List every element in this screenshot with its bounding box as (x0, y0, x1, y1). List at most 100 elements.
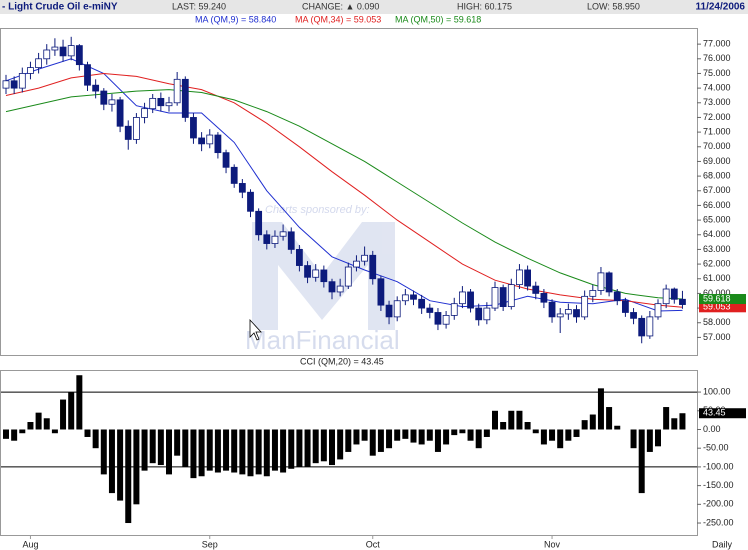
bar (443, 429, 450, 445)
bar (557, 429, 564, 449)
low: LOW: 58.950 (587, 1, 640, 11)
ma-legend: MA (QM,50) = 59.618 (395, 14, 481, 24)
y-tick-label: 57.000 (703, 332, 731, 342)
candle-body (646, 316, 654, 337)
candle-body (100, 90, 108, 105)
bar (614, 425, 621, 430)
bar (76, 375, 83, 430)
candle-body (483, 307, 491, 321)
ma-legend: MA (QM,9) = 58.840 (195, 14, 276, 24)
bar (638, 429, 645, 494)
bar (589, 414, 596, 430)
bar (345, 429, 352, 452)
end-label-box (699, 302, 746, 313)
candle-body (401, 294, 409, 302)
bar (247, 429, 254, 477)
bar (19, 429, 26, 434)
candle-body (67, 45, 75, 57)
candle-body (271, 235, 279, 244)
candle-body (255, 210, 263, 236)
y-tick-label: 65.000 (703, 214, 731, 224)
candle-body (385, 304, 393, 318)
candle-body (589, 290, 597, 297)
bar (646, 429, 653, 452)
bar (329, 429, 335, 466)
candle-body (75, 45, 83, 66)
y-tick-label: -200.00 (703, 499, 734, 509)
candle-body (18, 73, 26, 89)
y-tick-label: 76.000 (703, 53, 731, 63)
symbol: - Light Crude Oil e-miNY (2, 2, 118, 13)
bar (206, 429, 213, 471)
bar (198, 429, 205, 477)
candle-body (247, 191, 254, 212)
candle-body (605, 272, 613, 293)
candle-body (116, 99, 124, 127)
y-tick-label: 64.000 (703, 229, 731, 239)
y-tick-label: 74.000 (703, 82, 731, 92)
y-tick-label: 58.000 (703, 317, 731, 327)
bar (679, 413, 686, 430)
bar (35, 412, 42, 430)
y-tick-label: 67.000 (703, 185, 731, 195)
bar (394, 429, 401, 441)
bar (426, 429, 433, 441)
bar (117, 429, 124, 501)
candle-body (630, 312, 637, 319)
bar (418, 429, 425, 445)
y-tick-label: 61.000 (703, 273, 731, 283)
candle-body (10, 80, 18, 89)
bar (223, 429, 230, 471)
bar (483, 429, 490, 437)
candle-body (361, 254, 369, 262)
candle-body (581, 295, 589, 318)
header-bar (0, 0, 748, 14)
candle-body (377, 278, 385, 306)
candle-body (108, 99, 116, 105)
y-tick-label: 0.00 (703, 424, 721, 434)
bar (337, 429, 344, 460)
candle-body (670, 288, 678, 300)
bar (125, 429, 132, 524)
watermark-brand: ManFinancial (245, 325, 400, 355)
bar (174, 429, 181, 456)
y-tick-label: 100.00 (703, 386, 731, 396)
bar (68, 392, 75, 430)
bar (410, 429, 417, 443)
candle-body (181, 78, 189, 118)
candle-body (59, 46, 67, 57)
candle-body (198, 137, 206, 145)
bar (280, 429, 287, 473)
candle-body (2, 80, 10, 89)
y-tick-label: -150.00 (703, 480, 734, 490)
candle-body (320, 269, 328, 283)
bar (231, 429, 238, 473)
bar (655, 429, 661, 447)
x-tick-label: Aug (22, 539, 38, 549)
candle-body (548, 301, 556, 318)
candle-body (27, 67, 34, 74)
y-tick-label: 63.000 (703, 244, 731, 254)
y-tick-label: 60.000 (703, 288, 731, 298)
candle-body (540, 293, 548, 303)
candle-body (157, 97, 165, 107)
end-label-box (699, 294, 746, 305)
candle-body (35, 58, 42, 68)
cci-panel (0, 370, 698, 536)
candle-body (450, 303, 458, 316)
bar (671, 418, 678, 430)
price-panel (0, 28, 698, 356)
end-label: 43.45 (703, 408, 726, 418)
high: HIGH: 60.175 (457, 1, 512, 11)
bar (296, 429, 303, 467)
candle-body (149, 97, 157, 110)
bar (190, 429, 197, 479)
bar (549, 429, 556, 441)
bar (402, 429, 409, 439)
y-tick-label: -250.00 (703, 517, 734, 527)
date: 11/24/2006 (696, 2, 746, 13)
candle-body (230, 166, 238, 184)
candle-body (141, 108, 148, 118)
candle-body (613, 291, 621, 302)
candle-body (92, 84, 100, 92)
